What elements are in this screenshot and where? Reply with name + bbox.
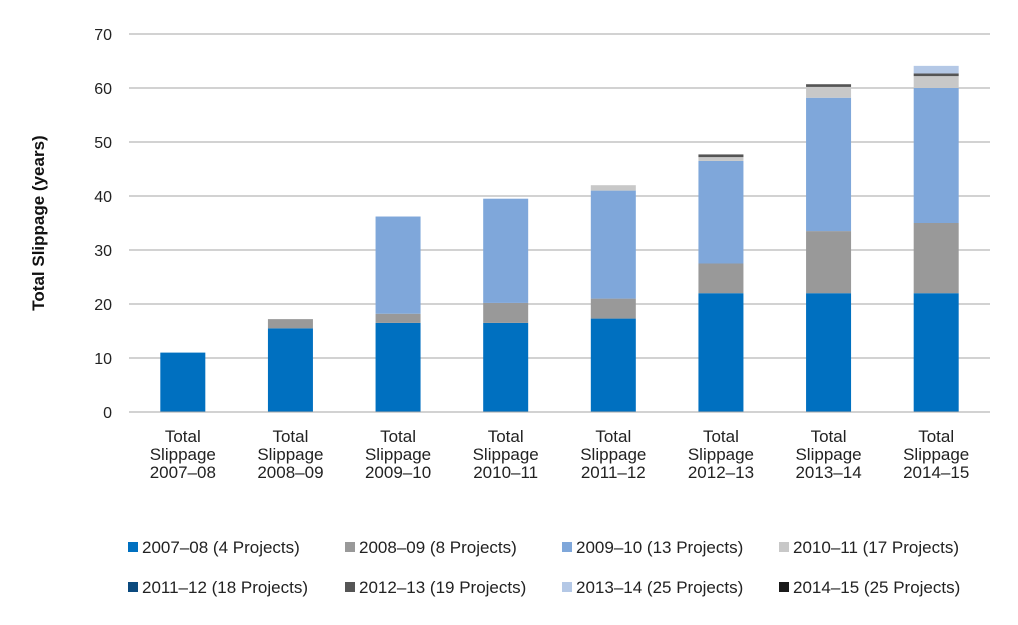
legend-label: 2013–14 (25 Projects) — [576, 578, 743, 597]
legend-swatch — [779, 582, 789, 592]
bar-segment — [806, 84, 852, 87]
bar-segment — [483, 322, 529, 412]
legend-swatch — [128, 542, 138, 552]
y-tick-label: 30 — [94, 243, 112, 260]
bar-segment — [267, 319, 313, 329]
y-tick-label: 50 — [94, 135, 112, 152]
legend-item: 2007–08 (4 Projects) — [128, 538, 300, 557]
bar-segment — [698, 263, 744, 294]
bar-segment — [590, 298, 636, 319]
legend-swatch — [345, 542, 355, 552]
x-category-label: Total Slippage 2012–13 — [688, 427, 754, 482]
legend-item: 2009–10 (13 Projects) — [562, 538, 743, 557]
bar-segment — [698, 154, 744, 158]
bar-segment — [806, 293, 852, 412]
legend-item: 2014–15 (25 Projects) — [779, 578, 960, 597]
legend-label: 2011–12 (18 Projects) — [142, 578, 308, 597]
legend-label: 2014–15 (25 Projects) — [793, 578, 960, 597]
bar-segment — [806, 231, 852, 294]
bar-segment — [913, 293, 959, 412]
bars — [160, 65, 959, 412]
bar-segment — [698, 293, 744, 412]
x-category-label: Total Slippage 2014–15 — [903, 427, 969, 482]
bar-segment — [806, 97, 852, 232]
legend-item: 2012–13 (19 Projects) — [345, 578, 526, 597]
bar-segment — [806, 86, 852, 98]
bar-segment — [913, 73, 959, 77]
x-axis-category-labels: Total Slippage 2007–08 Total Slippage 2008–09… — [150, 427, 970, 482]
legend-swatch — [128, 582, 138, 592]
legend-label: 2009–10 (13 Projects) — [576, 538, 743, 557]
bar-segment — [913, 76, 959, 88]
bar-segment — [483, 198, 529, 303]
y-tick-label: 60 — [94, 81, 112, 98]
bar-segment — [590, 318, 636, 412]
y-axis-tick-labels: 0 10 20 30 40 50 60 70 — [94, 27, 112, 422]
x-category-label: Total Slippage 2010–11 — [473, 427, 539, 482]
bar-segment — [160, 352, 206, 412]
legend-item: 2013–14 (25 Projects) — [562, 578, 743, 597]
legend-label: 2010–11 (17 Projects) — [793, 538, 959, 557]
x-category-label: Total Slippage 2013–14 — [795, 427, 861, 482]
x-category-label: Total Slippage 2011–12 — [580, 427, 646, 482]
legend-swatch — [779, 542, 789, 552]
gridlines — [129, 33, 990, 359]
legend-swatch — [345, 582, 355, 592]
bar-segment — [698, 157, 744, 161]
y-tick-label: 70 — [94, 27, 112, 44]
bar-segment — [375, 313, 421, 323]
bar-segment — [483, 302, 529, 323]
bar-segment — [375, 216, 421, 314]
legend-swatch — [562, 582, 572, 592]
legend-swatch — [562, 542, 572, 552]
bar-segment — [913, 223, 959, 294]
x-category-label: Total Slippage 2009–10 — [365, 427, 431, 482]
y-axis-title: Total Slippage (years) — [29, 135, 48, 310]
x-category-label: Total Slippage 2007–08 — [150, 427, 216, 482]
x-category-label: Total Slippage 2008–09 — [257, 427, 323, 482]
bar-segment — [913, 88, 959, 223]
bar-segment — [375, 322, 421, 412]
bar-segment — [698, 160, 744, 264]
bar-segment — [590, 185, 636, 191]
legend-item: 2010–11 (17 Projects) — [779, 538, 959, 557]
bar-segment — [267, 328, 313, 412]
legend-item: 2011–12 (18 Projects) — [128, 578, 308, 597]
legend: 2007–08 (4 Projects) 2008–09 (8 Projects)… — [128, 538, 960, 597]
y-tick-label: 40 — [94, 189, 112, 206]
legend-label: 2007–08 (4 Projects) — [142, 538, 300, 557]
bar-segment — [913, 65, 959, 74]
bar-segment — [590, 190, 636, 299]
legend-label: 2012–13 (19 Projects) — [359, 578, 526, 597]
legend-item: 2008–09 (8 Projects) — [345, 538, 517, 557]
y-tick-label: 10 — [94, 351, 112, 368]
legend-label: 2008–09 (8 Projects) — [359, 538, 517, 557]
y-tick-label: 0 — [103, 405, 112, 422]
y-tick-label: 20 — [94, 297, 112, 314]
